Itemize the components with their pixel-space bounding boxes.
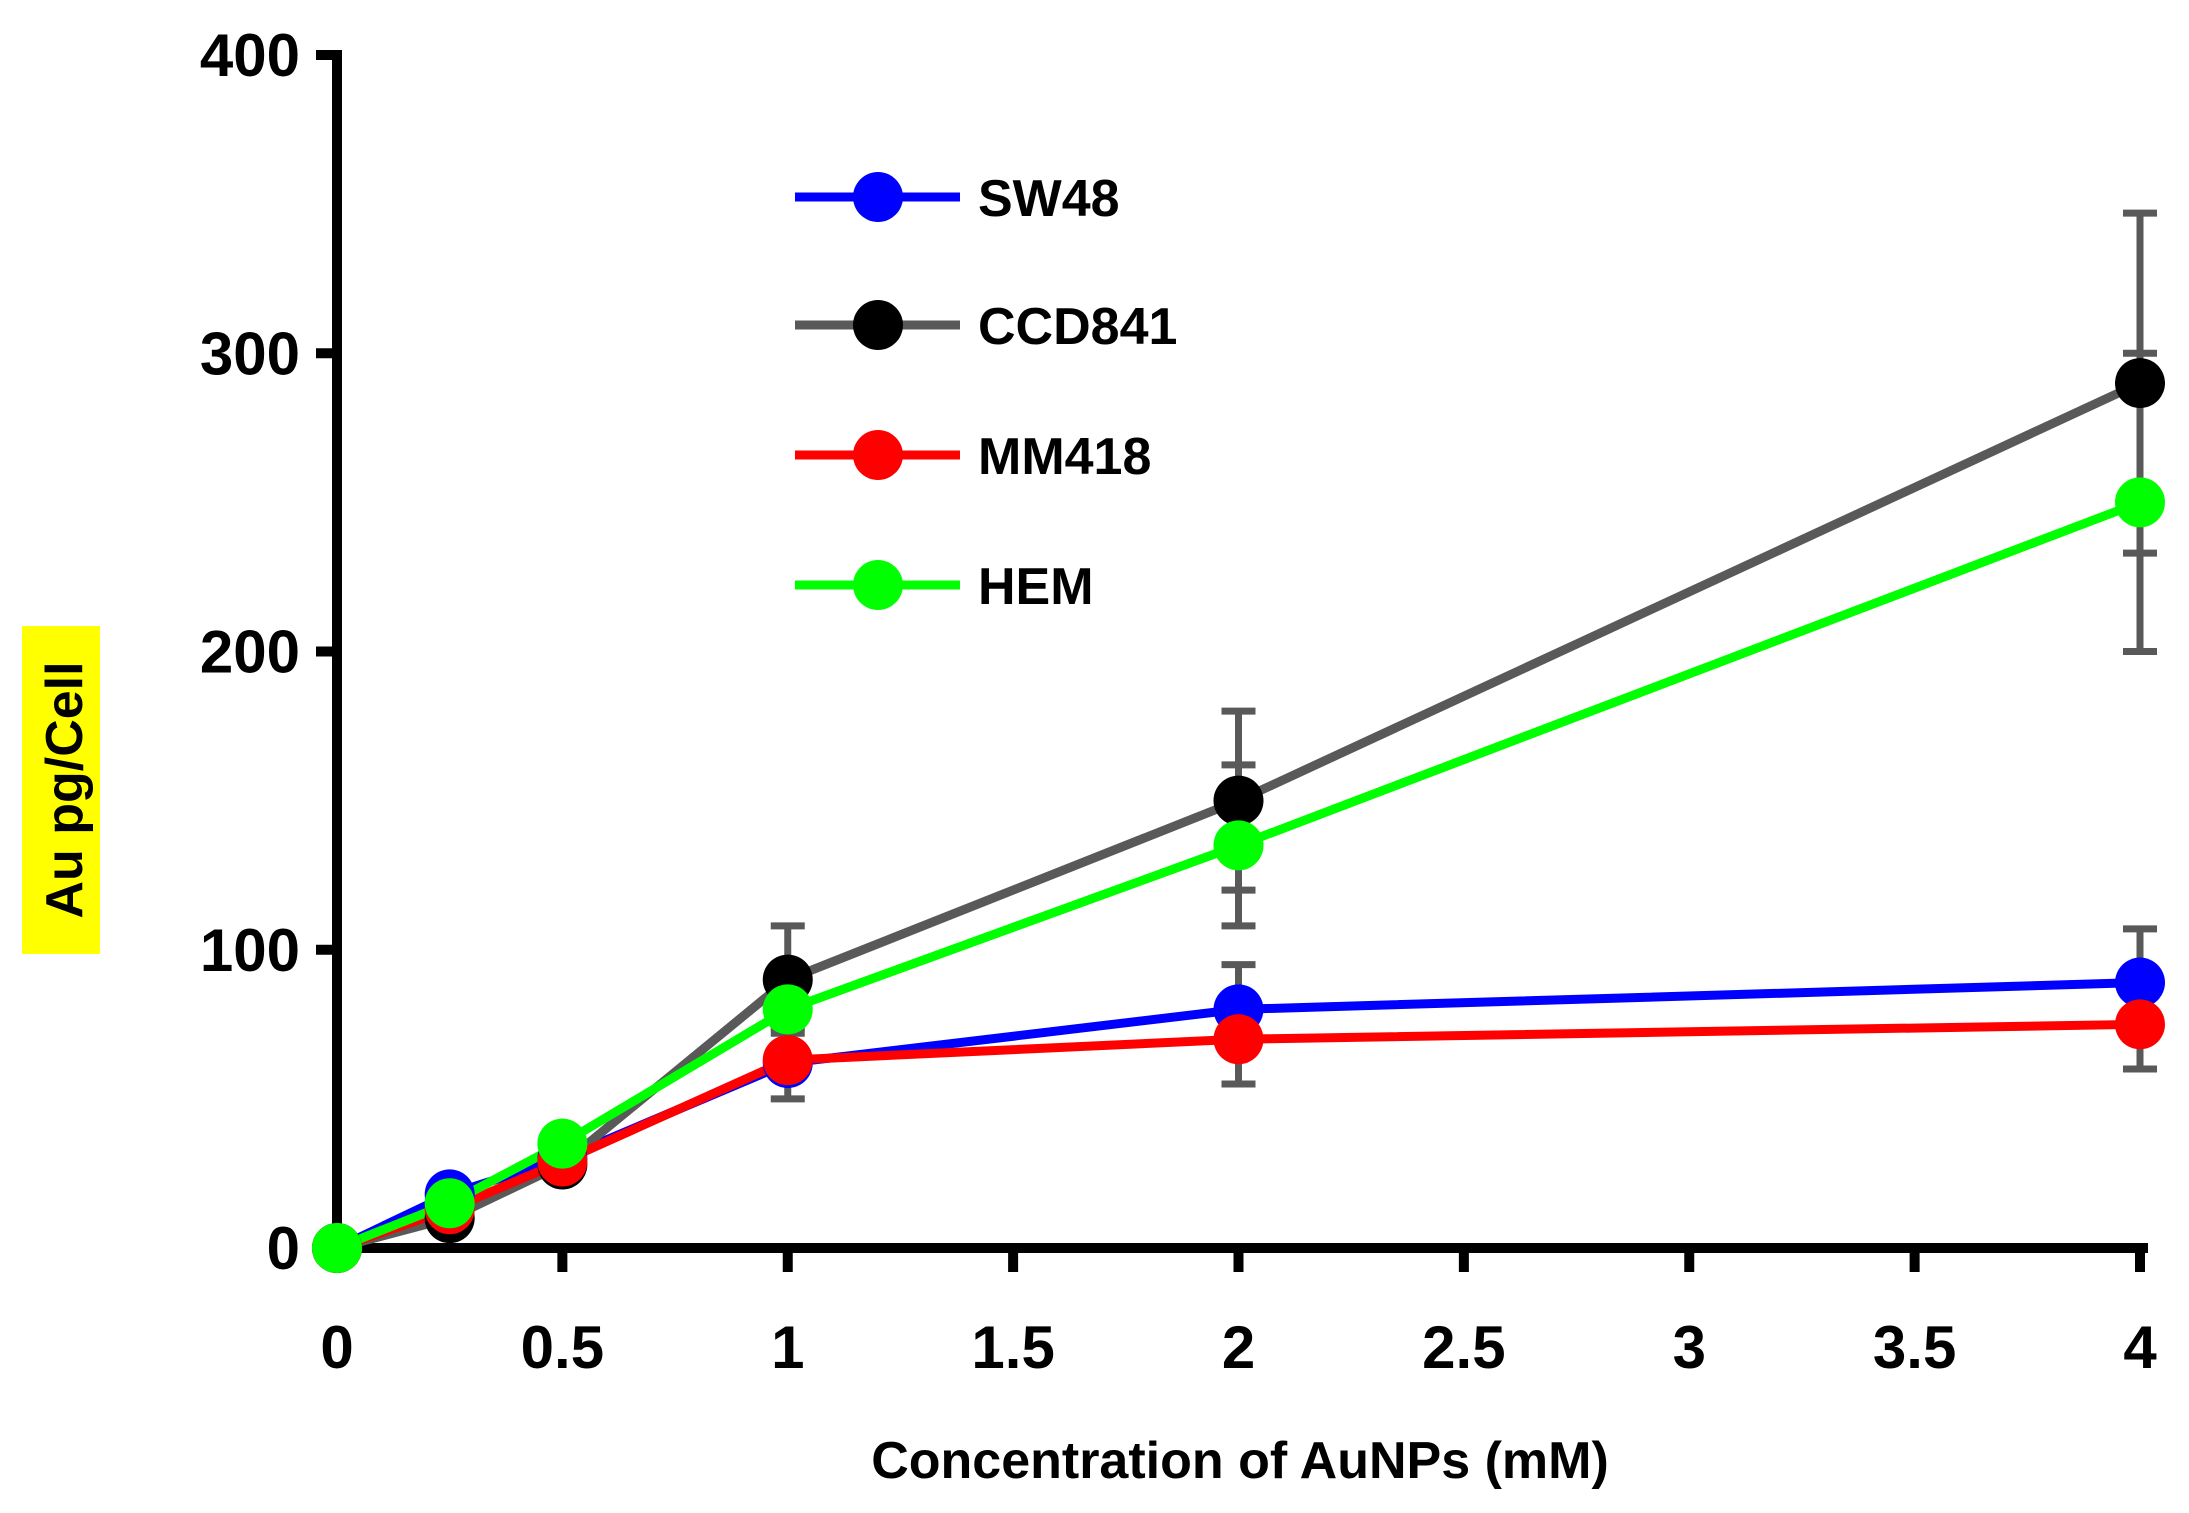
y-tick-label: 300 [200,320,300,387]
data-point-hem [424,1178,475,1229]
x-tick-label: 4 [2123,1314,2157,1381]
x-ticks: 0 0.5 1 1.5 2 2.5 3 3.5 4 [320,1248,2157,1381]
x-tick-label: 0 [320,1314,353,1381]
legend-label-hem: HEM [978,558,1094,616]
legend-marker-ccd841 [853,300,903,350]
x-tick-label: 3 [1673,1314,1706,1381]
x-axis-title: Concentration of AuNPs (mM) [871,1432,1609,1490]
x-tick-label: 0.5 [521,1314,604,1381]
data-point-hem [312,1223,362,1273]
series-markers [312,358,2165,1273]
data-point-hem [2115,477,2165,528]
y-tick-label: 0 [267,1215,300,1282]
y-ticks: 0 100 200 300 400 [200,22,337,1282]
y-axis-title: Au pg/Cell [36,661,94,918]
x-tick-label: 2.5 [1422,1314,1505,1381]
data-point-mm418 [762,1035,813,1086]
y-tick-label: 100 [200,917,300,984]
data-point-hem [537,1118,588,1169]
y-tick-label: 200 [200,619,300,686]
legend-marker-mm418 [853,430,903,480]
legend: SW48 CCD841 MM418 HEM [795,170,1177,616]
data-point-sw48 [2115,957,2165,1008]
data-point-ccd841 [1213,775,1264,826]
y-tick-label: 400 [200,22,300,89]
x-tick-label: 1.5 [971,1314,1054,1381]
x-tick-label: 2 [1222,1314,1255,1381]
legend-label-ccd841: CCD841 [978,298,1177,356]
data-point-hem [762,984,813,1035]
data-point-ccd841 [2115,358,2165,409]
legend-marker-hem [853,560,903,610]
legend-label-mm418: MM418 [978,428,1151,486]
y-axis-title-highlight [22,626,100,954]
data-point-hem [1213,820,1264,871]
x-tick-label: 3.5 [1873,1314,1956,1381]
x-tick-label: 1 [771,1314,804,1381]
data-point-mm418 [2115,999,2165,1050]
legend-label-sw48: SW48 [978,170,1120,228]
data-point-mm418 [1213,1014,1264,1065]
legend-marker-sw48 [853,172,903,222]
